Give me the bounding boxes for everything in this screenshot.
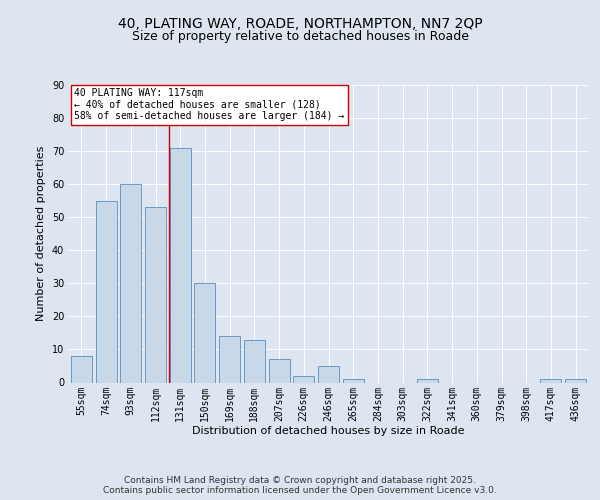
Bar bbox=[145, 208, 166, 382]
Bar bbox=[565, 379, 586, 382]
Text: Size of property relative to detached houses in Roade: Size of property relative to detached ho… bbox=[131, 30, 469, 43]
Bar bbox=[244, 340, 265, 382]
Text: 40, PLATING WAY, ROADE, NORTHAMPTON, NN7 2QP: 40, PLATING WAY, ROADE, NORTHAMPTON, NN7… bbox=[118, 18, 482, 32]
Bar bbox=[343, 379, 364, 382]
Bar bbox=[170, 148, 191, 382]
Bar bbox=[120, 184, 141, 382]
Bar bbox=[194, 284, 215, 382]
Bar bbox=[417, 379, 438, 382]
Bar bbox=[293, 376, 314, 382]
Bar bbox=[95, 200, 116, 382]
Text: 40 PLATING WAY: 117sqm
← 40% of detached houses are smaller (128)
58% of semi-de: 40 PLATING WAY: 117sqm ← 40% of detached… bbox=[74, 88, 344, 121]
Bar bbox=[318, 366, 339, 382]
Text: Contains HM Land Registry data © Crown copyright and database right 2025.
Contai: Contains HM Land Registry data © Crown c… bbox=[103, 476, 497, 495]
Bar bbox=[541, 379, 562, 382]
Bar bbox=[71, 356, 92, 382]
Bar bbox=[219, 336, 240, 382]
Bar bbox=[269, 360, 290, 382]
X-axis label: Distribution of detached houses by size in Roade: Distribution of detached houses by size … bbox=[192, 426, 465, 436]
Y-axis label: Number of detached properties: Number of detached properties bbox=[36, 146, 46, 322]
